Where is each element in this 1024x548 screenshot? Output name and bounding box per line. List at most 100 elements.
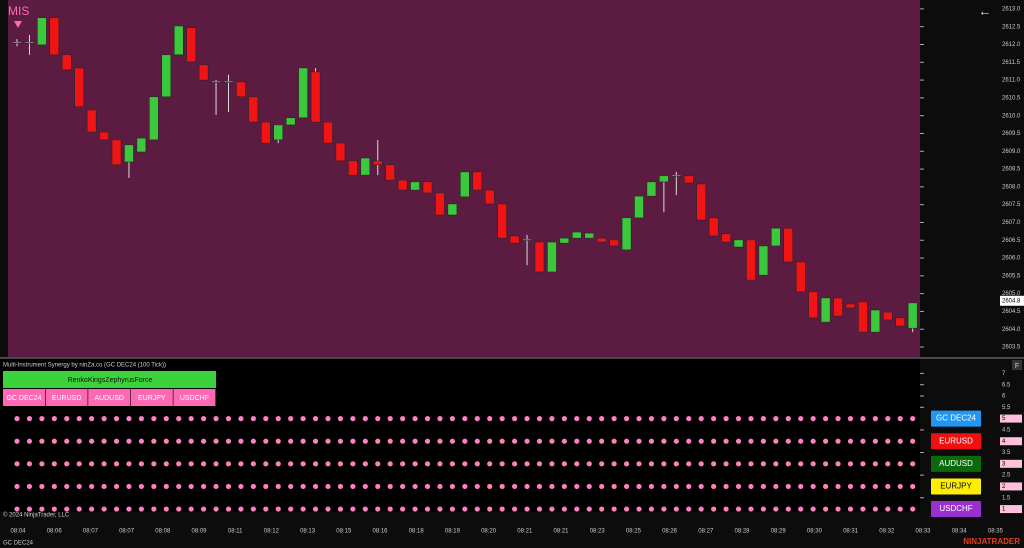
synergy-dot <box>250 438 256 444</box>
candle-body <box>435 192 445 216</box>
synergy-dot <box>225 461 232 467</box>
synergy-dot <box>462 483 468 490</box>
legend-swatch <box>931 478 981 495</box>
candle-body <box>173 25 184 56</box>
synergy-dot <box>623 438 630 444</box>
x-tick-label: 08:18 <box>409 529 425 535</box>
strategy-label: MIS <box>8 4 29 18</box>
candle-body <box>410 181 420 191</box>
synergy-dot <box>574 461 580 467</box>
synergy-dot <box>113 416 120 422</box>
synergy-dot <box>312 461 319 467</box>
x-tick-label: 08:06 <box>47 529 63 535</box>
candle-body <box>646 181 657 197</box>
synergy-dot <box>673 438 679 444</box>
synergy-dot <box>225 483 232 490</box>
synergy-dot <box>138 483 144 490</box>
instrument-button[interactable] <box>88 389 131 406</box>
y-tick-label: 2605.5 <box>1002 273 1021 279</box>
synergy-dot <box>14 416 20 422</box>
candle-body <box>820 297 831 323</box>
candle-body <box>609 239 619 247</box>
synergy-dot <box>225 506 232 512</box>
candle-body <box>236 81 246 98</box>
synergy-dot <box>773 461 779 467</box>
synergy-dot <box>549 461 555 467</box>
synergy-dot <box>860 483 866 490</box>
synergy-dot <box>487 461 493 467</box>
synergy-dot <box>288 438 294 444</box>
instrument-button[interactable] <box>173 389 216 406</box>
candle-body <box>659 175 669 183</box>
synergy-dot <box>648 438 655 444</box>
synergy-dot <box>387 483 393 490</box>
x-tick-label: 08:21 <box>553 529 569 535</box>
value-tag <box>1000 437 1022 446</box>
synergy-dot <box>586 483 592 490</box>
value-tag <box>1000 459 1022 468</box>
synergy-dot <box>64 416 70 422</box>
value-tag <box>1000 414 1022 423</box>
x-tick-label: 08:23 <box>590 529 606 535</box>
y-tick-label: 2611.0 <box>1002 78 1021 84</box>
indicator-tick-label: 6 <box>1002 394 1006 400</box>
candle-body <box>186 27 196 63</box>
x-tick-label: 08:19 <box>445 529 461 535</box>
synergy-dot <box>300 416 306 422</box>
synergy-dot <box>250 461 256 467</box>
candle-body <box>634 195 644 219</box>
synergy-dot <box>524 483 530 490</box>
candle-body <box>285 117 296 126</box>
x-tick-label: 08:20 <box>481 529 497 535</box>
instrument-button[interactable] <box>130 389 173 406</box>
synergy-dot <box>823 506 829 512</box>
synergy-dot <box>711 461 717 467</box>
synergy-dot <box>238 461 244 467</box>
synergy-dot <box>686 438 692 444</box>
candle-body <box>721 233 731 243</box>
synergy-dot <box>462 416 468 422</box>
signal-arrow <box>14 21 22 28</box>
synergy-dot <box>611 461 617 467</box>
panel-button[interactable] <box>1012 360 1022 370</box>
synergy-dot <box>748 438 754 444</box>
synergy-dot <box>760 438 767 444</box>
synergy-dot <box>487 506 493 512</box>
synergy-dot <box>201 416 207 422</box>
candle-body <box>497 203 507 239</box>
synergy-dot <box>64 461 70 467</box>
synergy-dot <box>735 461 742 467</box>
candle-body <box>547 241 557 273</box>
synergy-dot <box>26 438 33 444</box>
synergy-dot <box>748 483 754 490</box>
synergy-dot <box>599 506 605 512</box>
indicator-tick-label: 6.5 <box>1002 382 1011 388</box>
synergy-dot <box>163 438 169 444</box>
synergy-dot <box>823 438 829 444</box>
synergy-dot <box>499 483 505 490</box>
synergy-dot <box>872 483 878 490</box>
candle-body <box>895 317 905 327</box>
candle-body <box>198 64 209 81</box>
instrument-button[interactable] <box>3 389 45 406</box>
candle-body <box>211 81 221 83</box>
value-tag <box>1000 505 1022 514</box>
candle-body <box>397 179 408 191</box>
synergy-dot <box>760 506 767 512</box>
x-tick-label: 08:21 <box>517 529 533 535</box>
back-button[interactable]: ← <box>979 3 992 18</box>
synergy-dot <box>661 483 667 490</box>
synergy-dot <box>337 438 344 444</box>
template-button[interactable] <box>3 371 216 388</box>
synergy-dot <box>176 483 182 490</box>
instrument-button[interactable] <box>45 389 88 406</box>
synergy-dot <box>860 461 866 467</box>
indicator-tick-label: 2.5 <box>1002 473 1011 479</box>
synergy-dot <box>76 483 82 490</box>
synergy-dot <box>910 506 916 512</box>
synergy-dot <box>872 416 878 422</box>
synergy-dot <box>623 461 630 467</box>
candle-body <box>348 160 358 176</box>
synergy-dot <box>748 461 754 467</box>
